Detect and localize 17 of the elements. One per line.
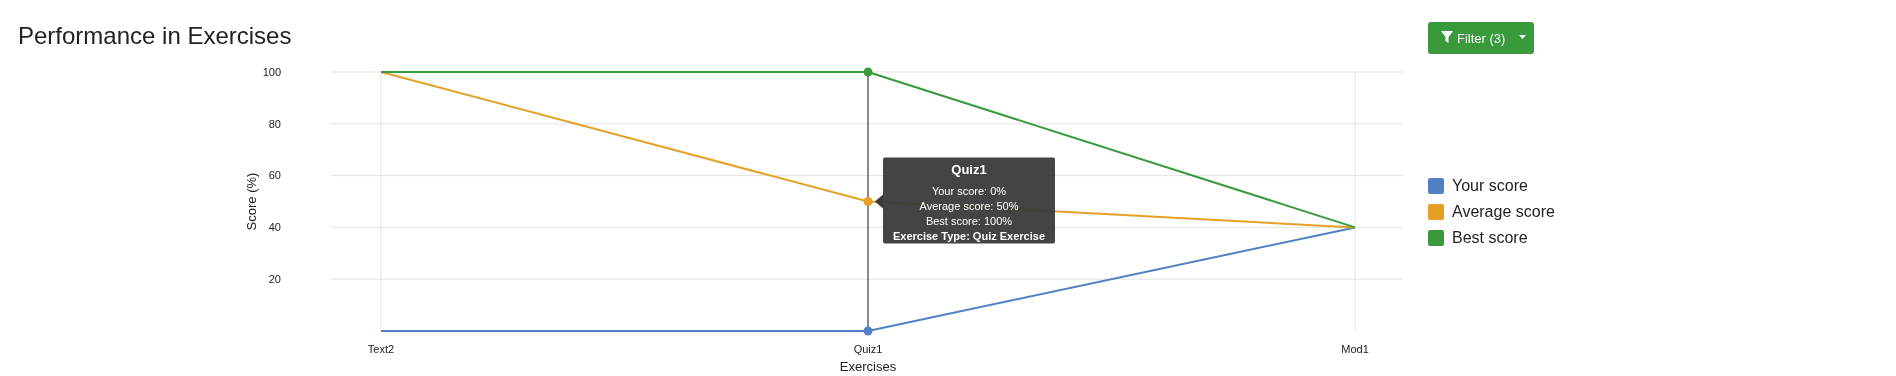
filter-button: Filter (3) (1428, 22, 1534, 54)
x-tick-label: Text2 (367, 343, 395, 355)
y-tick-label: 100 (262, 65, 281, 78)
y-tick-label: 80 (268, 117, 281, 130)
x-tick-label: Quiz1 (853, 343, 883, 355)
x-axis-title: Exercises (839, 359, 897, 374)
tooltip: Quiz1 Your score: 0% Average score: 50% Best score: 100% Exercise Type: Quiz Exercise (875, 157, 1055, 244)
annotation: Quiz1 Your score: 0% Average score: 50% Best score: 100% Exercise Type: Quiz Exercise (892, 161, 1046, 242)
y-tick-label: 40 (268, 221, 281, 234)
y-axis-title: Score (%) (244, 172, 259, 231)
legend-label: Average score (1452, 203, 1555, 220)
y-tick-label: 20 (268, 273, 281, 286)
y-tick-label: 60 (268, 169, 281, 182)
chart-title: Performance in Exercises (18, 22, 292, 49)
x-tick-label: Mod1 (1341, 343, 1369, 355)
legend-label: Best score (1452, 229, 1528, 246)
legend-label: Your score (1452, 177, 1528, 194)
